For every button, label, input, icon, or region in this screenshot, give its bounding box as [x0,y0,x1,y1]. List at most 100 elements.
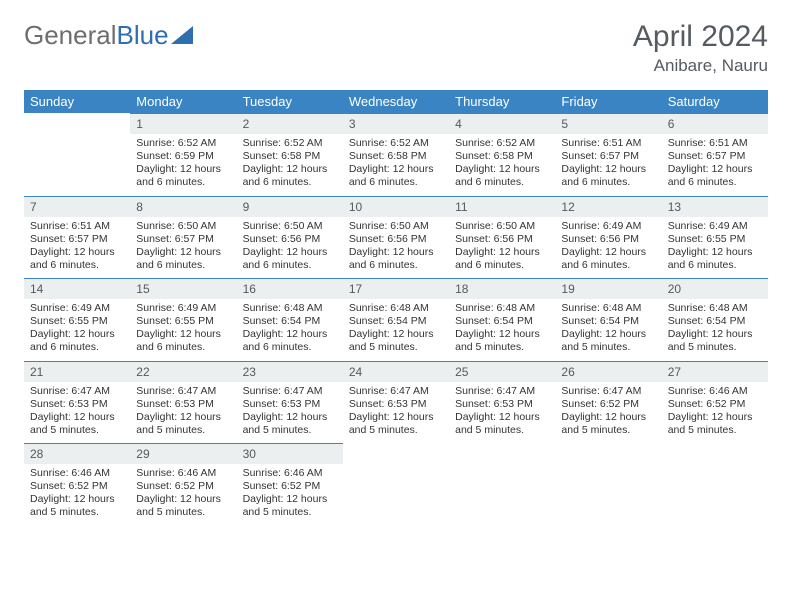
day-details [662,449,768,507]
calendar-cell [662,443,768,526]
day-detail-line: Daylight: 12 hours and 6 minutes. [455,163,549,189]
calendar-cell [24,113,130,196]
day-detail-line: Daylight: 12 hours and 6 minutes. [455,246,549,272]
day-number: 10 [343,196,449,217]
calendar-cell: 7Sunrise: 6:51 AMSunset: 6:57 PMDaylight… [24,196,130,279]
day-detail-line: Daylight: 12 hours and 6 minutes. [30,246,124,272]
day-detail-line: Sunset: 6:54 PM [561,315,655,328]
calendar-week-row: 1Sunrise: 6:52 AMSunset: 6:59 PMDaylight… [24,113,768,196]
day-details: Sunrise: 6:49 AMSunset: 6:56 PMDaylight:… [555,217,661,279]
day-number: 19 [555,278,661,299]
day-detail-line: Sunset: 6:58 PM [243,150,337,163]
calendar-cell: 6Sunrise: 6:51 AMSunset: 6:57 PMDaylight… [662,113,768,196]
calendar-week-row: 21Sunrise: 6:47 AMSunset: 6:53 PMDayligh… [24,361,768,444]
day-details: Sunrise: 6:47 AMSunset: 6:53 PMDaylight:… [237,382,343,444]
day-details: Sunrise: 6:47 AMSunset: 6:53 PMDaylight:… [130,382,236,444]
day-detail-line: Sunset: 6:53 PM [243,398,337,411]
day-detail-line: Sunset: 6:57 PM [136,233,230,246]
day-detail-line: Sunrise: 6:52 AM [136,137,230,150]
day-detail-line: Daylight: 12 hours and 5 minutes. [561,328,655,354]
calendar-cell: 21Sunrise: 6:47 AMSunset: 6:53 PMDayligh… [24,361,130,444]
day-details [24,119,130,177]
day-detail-line: Sunset: 6:52 PM [243,480,337,493]
day-detail-line: Daylight: 12 hours and 6 minutes. [349,163,443,189]
day-details [449,449,555,507]
day-number: 20 [662,278,768,299]
day-detail-line: Sunrise: 6:51 AM [668,137,762,150]
day-detail-line: Sunset: 6:53 PM [349,398,443,411]
day-detail-line: Sunset: 6:52 PM [561,398,655,411]
day-details: Sunrise: 6:48 AMSunset: 6:54 PMDaylight:… [449,299,555,361]
day-number: 15 [130,278,236,299]
day-number: 26 [555,361,661,382]
calendar-cell [555,443,661,526]
calendar-cell: 4Sunrise: 6:52 AMSunset: 6:58 PMDaylight… [449,113,555,196]
day-detail-line: Sunrise: 6:51 AM [561,137,655,150]
logo-part2: Blue [117,20,169,51]
day-number: 9 [237,196,343,217]
day-number: 16 [237,278,343,299]
calendar-week-row: 14Sunrise: 6:49 AMSunset: 6:55 PMDayligh… [24,278,768,361]
day-details [555,449,661,507]
calendar-cell: 16Sunrise: 6:48 AMSunset: 6:54 PMDayligh… [237,278,343,361]
day-number: 7 [24,196,130,217]
day-detail-line: Sunrise: 6:49 AM [136,302,230,315]
day-detail-line: Sunrise: 6:49 AM [561,220,655,233]
day-details: Sunrise: 6:48 AMSunset: 6:54 PMDaylight:… [343,299,449,361]
weekday-header: Saturday [662,90,768,113]
calendar-cell: 18Sunrise: 6:48 AMSunset: 6:54 PMDayligh… [449,278,555,361]
day-detail-line: Sunrise: 6:52 AM [243,137,337,150]
day-number: 18 [449,278,555,299]
calendar-cell: 22Sunrise: 6:47 AMSunset: 6:53 PMDayligh… [130,361,236,444]
title-block: April 2024 Anibare, Nauru [633,20,768,76]
day-detail-line: Sunrise: 6:49 AM [30,302,124,315]
day-detail-line: Sunset: 6:56 PM [243,233,337,246]
day-detail-line: Sunset: 6:59 PM [136,150,230,163]
day-number: 29 [130,443,236,464]
day-details: Sunrise: 6:47 AMSunset: 6:53 PMDaylight:… [449,382,555,444]
day-details: Sunrise: 6:49 AMSunset: 6:55 PMDaylight:… [662,217,768,279]
day-number: 14 [24,278,130,299]
logo: GeneralBlue [24,20,193,51]
day-detail-line: Daylight: 12 hours and 6 minutes. [243,163,337,189]
day-detail-line: Sunrise: 6:47 AM [30,385,124,398]
calendar-cell: 24Sunrise: 6:47 AMSunset: 6:53 PMDayligh… [343,361,449,444]
day-number: 13 [662,196,768,217]
calendar-cell: 29Sunrise: 6:46 AMSunset: 6:52 PMDayligh… [130,443,236,526]
day-details: Sunrise: 6:46 AMSunset: 6:52 PMDaylight:… [24,464,130,526]
day-details: Sunrise: 6:50 AMSunset: 6:56 PMDaylight:… [343,217,449,279]
day-details: Sunrise: 6:49 AMSunset: 6:55 PMDaylight:… [130,299,236,361]
calendar-week-row: 28Sunrise: 6:46 AMSunset: 6:52 PMDayligh… [24,443,768,526]
day-detail-line: Daylight: 12 hours and 6 minutes. [668,163,762,189]
day-number: 8 [130,196,236,217]
day-details: Sunrise: 6:50 AMSunset: 6:56 PMDaylight:… [449,217,555,279]
calendar-cell: 20Sunrise: 6:48 AMSunset: 6:54 PMDayligh… [662,278,768,361]
day-detail-line: Sunrise: 6:46 AM [30,467,124,480]
day-detail-line: Sunset: 6:56 PM [349,233,443,246]
day-number: 22 [130,361,236,382]
day-detail-line: Sunrise: 6:48 AM [455,302,549,315]
day-detail-line: Sunset: 6:53 PM [136,398,230,411]
day-detail-line: Sunset: 6:57 PM [561,150,655,163]
day-details: Sunrise: 6:51 AMSunset: 6:57 PMDaylight:… [555,134,661,196]
day-detail-line: Sunset: 6:58 PM [349,150,443,163]
day-details [343,449,449,507]
day-detail-line: Sunrise: 6:47 AM [561,385,655,398]
day-detail-line: Sunrise: 6:46 AM [136,467,230,480]
calendar-cell: 8Sunrise: 6:50 AMSunset: 6:57 PMDaylight… [130,196,236,279]
day-detail-line: Daylight: 12 hours and 6 minutes. [243,328,337,354]
calendar-cell [449,443,555,526]
calendar-table: SundayMondayTuesdayWednesdayThursdayFrid… [24,90,768,526]
weekday-header: Sunday [24,90,130,113]
day-detail-line: Daylight: 12 hours and 5 minutes. [349,411,443,437]
day-detail-line: Sunrise: 6:50 AM [349,220,443,233]
day-detail-line: Daylight: 12 hours and 5 minutes. [668,411,762,437]
day-detail-line: Sunrise: 6:47 AM [136,385,230,398]
page-subtitle: Anibare, Nauru [633,56,768,76]
day-detail-line: Daylight: 12 hours and 5 minutes. [455,328,549,354]
day-detail-line: Sunrise: 6:50 AM [455,220,549,233]
day-details: Sunrise: 6:52 AMSunset: 6:58 PMDaylight:… [343,134,449,196]
day-number: 1 [130,113,236,134]
day-detail-line: Sunset: 6:57 PM [668,150,762,163]
day-detail-line: Sunrise: 6:48 AM [668,302,762,315]
